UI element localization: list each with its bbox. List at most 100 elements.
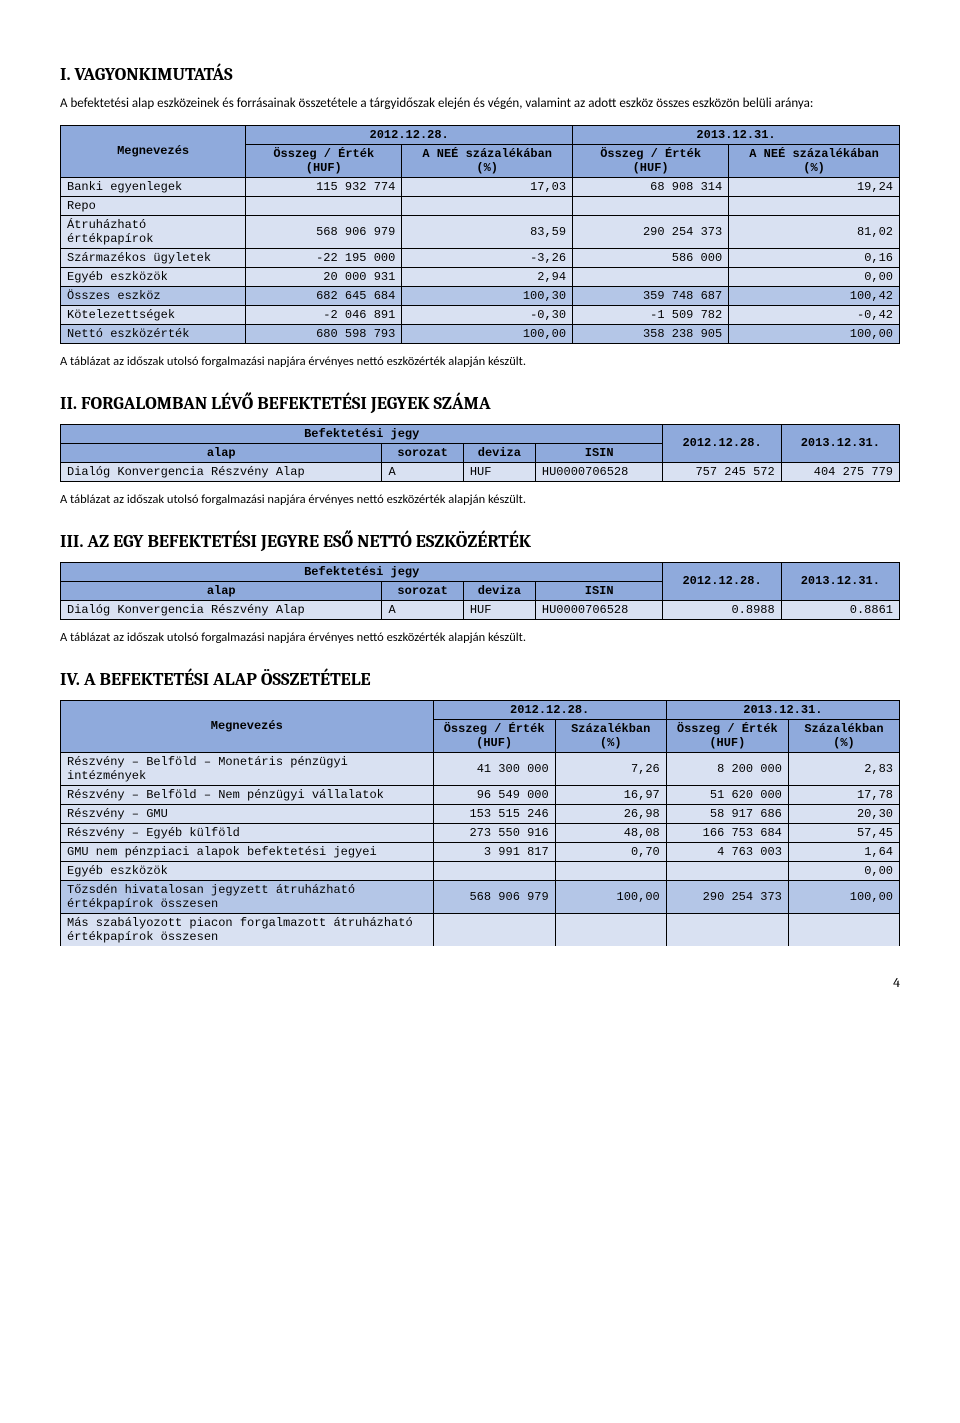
col-alap3: alap [61,581,382,600]
cell-sorozat: A [382,600,463,619]
col-pct1-4: Százalékban (%) [555,719,666,752]
cell-p1: 0,70 [555,842,666,861]
cell-sorozat: A [382,462,463,481]
cell-v2 [573,267,729,286]
cell-v1: 0.8988 [663,600,781,619]
col-pct2-4: Százalékban (%) [788,719,899,752]
cell-v1: 682 645 684 [246,286,402,305]
table-row: Banki egyenlegek115 932 77417,0368 908 3… [61,177,900,196]
cell-v2: 404 275 779 [781,462,899,481]
table-row: Nettó eszközérték680 598 793100,00358 23… [61,324,900,343]
cell-label: Tőzsdén hivatalosan jegyzett átruházható… [61,880,434,913]
col-jegy2: Befektetési jegy [61,424,663,443]
col-d2-2: 2013.12.31. [781,424,899,462]
cell-label: Származékos ügyletek [61,248,246,267]
col-ossz1-4: Összeg / Érték (HUF) [433,719,555,752]
cell-v2 [573,196,729,215]
table-row: GMU nem pénzpiaci alapok befektetési jeg… [61,842,900,861]
cell-v1: 115 932 774 [246,177,402,196]
cell-v1: -2 046 891 [246,305,402,324]
cell-v2: 166 753 684 [666,823,788,842]
cell-v2: 359 748 687 [573,286,729,305]
col-ossz2: Összeg / Érték (HUF) [573,144,729,177]
cell-label: Átruházható értékpapírok [61,215,246,248]
cell-label: Kötelezettségek [61,305,246,324]
cell-label: Más szabályozott piacon forgalmazott átr… [61,913,434,946]
section1-intro: A befektetési alap eszközeinek és forrás… [60,95,900,113]
cell-label: Összes eszköz [61,286,246,305]
cell-p2: 100,00 [729,324,900,343]
cell-v1 [246,196,402,215]
table-forgalombanlevo: Befektetési jegy 2012.12.28. 2013.12.31.… [60,424,900,482]
cell-v1: 3 991 817 [433,842,555,861]
cell-v1: 153 515 246 [433,804,555,823]
cell-v2 [666,861,788,880]
table-row: Átruházható értékpapírok568 906 97983,59… [61,215,900,248]
col-ossz2-4: Összeg / Érték (HUF) [666,719,788,752]
section4-heading: IV. A BEFEKTETÉSI ALAP ÖSSZETÉTELE [60,669,900,690]
col-group1-4: 2012.12.28. [433,700,666,719]
cell-p1: 100,00 [555,880,666,913]
cell-label: Banki egyenlegek [61,177,246,196]
page-number: 4 [60,974,900,991]
cell-v1: -22 195 000 [246,248,402,267]
cell-v1: 20 000 931 [246,267,402,286]
cell-v1: 41 300 000 [433,752,555,785]
table-netto-eszkozertek: Befektetési jegy 2012.12.28. 2013.12.31.… [60,562,900,620]
cell-label: Repo [61,196,246,215]
cell-p2 [788,913,899,946]
cell-v2: 290 254 373 [573,215,729,248]
cell-v2: 586 000 [573,248,729,267]
col-group2: 2013.12.31. [573,125,900,144]
cell-v1: 568 906 979 [246,215,402,248]
cell-v1: 757 245 572 [663,462,781,481]
col-sorozat3: sorozat [382,581,463,600]
cell-p1: 7,26 [555,752,666,785]
section3-heading: III. AZ EGY BEFEKTETÉSI JEGYRE ESŐ NETTÓ… [60,531,900,552]
col-isin3: ISIN [535,581,663,600]
section2-note: A táblázat az időszak utolsó forgalmazás… [60,492,900,507]
cell-v2: -1 509 782 [573,305,729,324]
table-row: Dialóg Konvergencia Részvény Alap A HUF … [61,462,900,481]
cell-p1 [555,913,666,946]
cell-p1: 100,00 [402,324,573,343]
col-sorozat2: sorozat [382,443,463,462]
cell-label: Részvény – GMU [61,804,434,823]
cell-v2: 68 908 314 [573,177,729,196]
cell-v1: 273 550 916 [433,823,555,842]
cell-p2: 20,30 [788,804,899,823]
cell-p1: -3,26 [402,248,573,267]
col-pct2: A NEÉ százalékában (%) [729,144,900,177]
cell-v2: 8 200 000 [666,752,788,785]
cell-p2: 19,24 [729,177,900,196]
cell-p1: 16,97 [555,785,666,804]
table-vagyonkimutatas: Megnevezés 2012.12.28. 2013.12.31. Össze… [60,125,900,344]
col-jegy3: Befektetési jegy [61,562,663,581]
cell-p2: 57,45 [788,823,899,842]
cell-alap: Dialóg Konvergencia Részvény Alap [61,462,382,481]
cell-p2: 17,78 [788,785,899,804]
table-row: Részvény – Belföld – Monetáris pénzügyi … [61,752,900,785]
cell-label: Egyéb eszközök [61,267,246,286]
col-pct1: A NEÉ százalékában (%) [402,144,573,177]
cell-label: Nettó eszközérték [61,324,246,343]
cell-p1 [402,196,573,215]
cell-v2: 0.8861 [781,600,899,619]
cell-isin: HU0000706528 [535,462,663,481]
col-deviza3: deviza [463,581,535,600]
cell-v1: 568 906 979 [433,880,555,913]
table-row: Kötelezettségek-2 046 891-0,30-1 509 782… [61,305,900,324]
cell-v2: 58 917 686 [666,804,788,823]
col-ossz1: Összeg / Érték (HUF) [246,144,402,177]
cell-deviza: HUF [463,462,535,481]
col-megnevezes: Megnevezés [61,125,246,177]
cell-label: GMU nem pénzpiaci alapok befektetési jeg… [61,842,434,861]
table-row: Más szabályozott piacon forgalmazott átr… [61,913,900,946]
cell-p1: 17,03 [402,177,573,196]
cell-label: Egyéb eszközök [61,861,434,880]
cell-v2: 290 254 373 [666,880,788,913]
col-alap2: alap [61,443,382,462]
col-d2-3: 2013.12.31. [781,562,899,600]
col-group2-4: 2013.12.31. [666,700,899,719]
table-row: Származékos ügyletek-22 195 000-3,26586 … [61,248,900,267]
